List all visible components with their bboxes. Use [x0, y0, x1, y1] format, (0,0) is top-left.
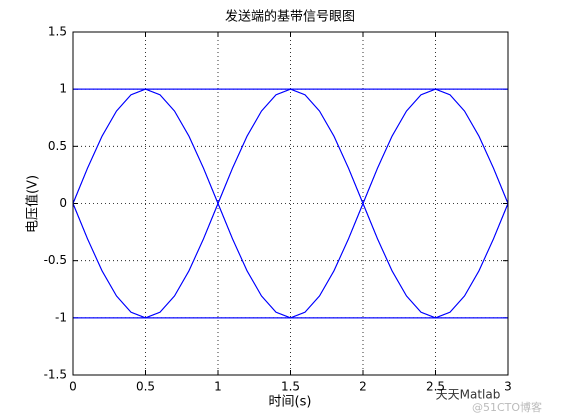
y-tick-label: 1.5 [48, 25, 67, 39]
x-tick-label: 2 [359, 380, 367, 394]
data-line [73, 88, 509, 319]
x-tick-label: 1.5 [281, 380, 300, 394]
data-line [73, 88, 509, 319]
x-axis-label: 时间(s) [269, 395, 312, 410]
x-tick-label: 0.5 [136, 380, 155, 394]
y-tick-label: -1 [55, 310, 67, 324]
x-tick-label: 1 [214, 380, 222, 394]
watermark: 天天Matlab [436, 388, 501, 402]
x-tick-label: 0 [69, 380, 77, 394]
plot-frame [72, 31, 509, 376]
y-axis-label: 电压值(V) [25, 175, 41, 233]
x-tick-label: 3 [504, 380, 512, 394]
y-tick-label: 0 [59, 196, 67, 210]
y-tick-label: -1.5 [44, 368, 67, 382]
y-tick-label: -0.5 [44, 253, 67, 267]
x-tick-label: 2.5 [426, 380, 445, 394]
watermark: @51CTO博客 [472, 400, 542, 414]
chart-title: 发送端的基带信号眼图 [225, 9, 355, 25]
y-tick-label: 1 [59, 82, 67, 96]
y-tick-label: 0.5 [48, 139, 67, 153]
